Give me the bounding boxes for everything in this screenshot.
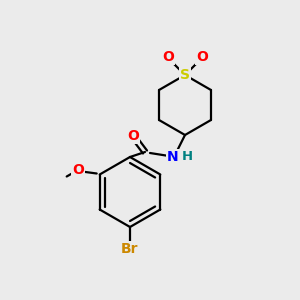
Text: S: S — [180, 68, 190, 82]
Text: O: O — [72, 164, 84, 178]
Text: O: O — [196, 50, 208, 64]
Text: H: H — [182, 151, 193, 164]
Text: Br: Br — [121, 242, 139, 256]
Text: O: O — [162, 50, 174, 64]
Text: O: O — [127, 129, 139, 143]
Text: N: N — [167, 150, 179, 164]
